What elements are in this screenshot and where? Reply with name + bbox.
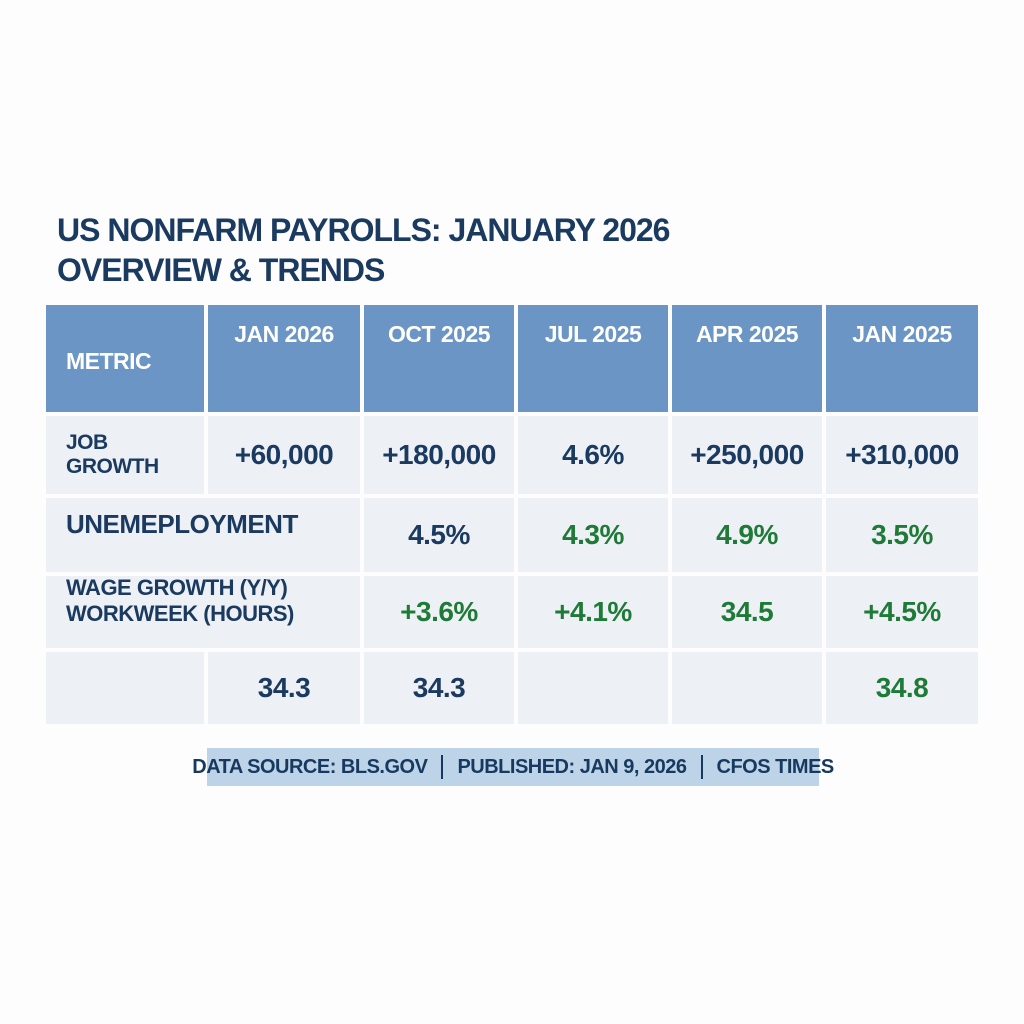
divider-icon	[700, 755, 703, 779]
value-cell	[518, 652, 668, 724]
row-label-wage-growth-workweek: WAGE GROWTH (Y/Y) WORKWEEK (HOURS)	[46, 575, 360, 648]
value-cell: 4.5%	[364, 498, 514, 572]
source-bar: DATA SOURCE: BLS.GOV PUBLISHED: JAN 9, 2…	[192, 748, 834, 786]
value-cell	[672, 652, 822, 724]
column-header-jul-2025: JUL 2025	[518, 305, 668, 412]
title-line-1: US NONFARM PAYROLLS: JANUARY 2026	[57, 212, 670, 248]
source-text: DATA SOURCE: BLS.GOV	[192, 755, 428, 778]
value-cell: +3.6%	[364, 576, 514, 648]
value-cell: +4.5%	[826, 576, 978, 648]
value-cell: 34.8	[826, 652, 978, 724]
row-label-line-2: WORKWEEK (HOURS)	[66, 601, 294, 626]
title-line-2: OVERVIEW & TRENDS	[57, 252, 385, 288]
column-header-metric: METRIC	[46, 305, 204, 412]
row-label-line-1: WAGE GROWTH (Y/Y)	[66, 574, 288, 600]
row-label-text: WAGE GROWTH (Y/Y) WORKWEEK (HOURS)	[66, 575, 294, 628]
value-cell: 4.9%	[672, 498, 822, 572]
value-cell: 34.3	[364, 652, 514, 724]
row-label-text: UNEMEPLOYMENT	[66, 508, 298, 539]
value-cell: +4.1%	[518, 576, 668, 648]
published-text: PUBLISHED: JAN 9, 2026	[457, 755, 687, 778]
column-header-jan-2026: JAN 2026	[208, 305, 360, 412]
value-cell: 4.3%	[518, 498, 668, 572]
page-title: US NONFARM PAYROLLS: JANUARY 2026 OVERVI…	[57, 210, 670, 290]
value-cell: +60,000	[208, 416, 360, 494]
value-cell: +250,000	[672, 416, 822, 494]
row-label-empty	[46, 652, 204, 724]
value-cell: +310,000	[826, 416, 978, 494]
row-label-job-growth: JOB GROWTH	[46, 416, 204, 494]
publisher-text: CFOS TIMES	[716, 755, 835, 778]
payrolls-table: METRIC JAN 2026 OCT 2025 JUL 2025 APR 20…	[46, 305, 978, 724]
value-cell: 34.5	[672, 576, 822, 648]
column-header-jan-2025: JAN 2025	[826, 305, 978, 412]
column-header-apr-2025: APR 2025	[672, 305, 822, 412]
divider-icon	[441, 755, 444, 779]
value-cell: +180,000	[364, 416, 514, 494]
value-cell: 3.5%	[826, 498, 978, 572]
value-cell: 4.6%	[518, 416, 668, 494]
column-header-oct-2025: OCT 2025	[364, 305, 514, 412]
row-label-unemployment: UNEMEPLOYMENT	[46, 498, 360, 572]
value-cell: 34.3	[208, 652, 360, 724]
